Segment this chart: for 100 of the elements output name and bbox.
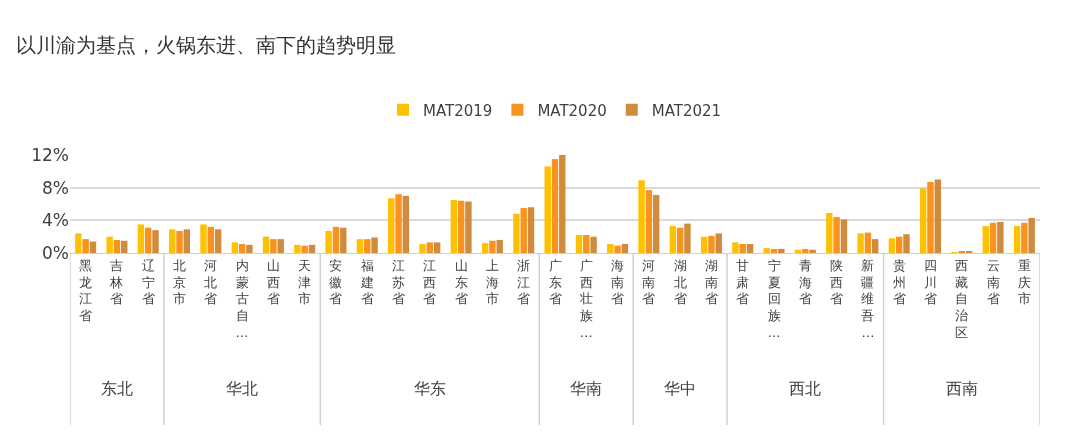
x-tick-label: 山西省 <box>266 257 280 307</box>
x-tick-label: 黑龙江省 <box>79 257 93 324</box>
bar <box>802 248 809 253</box>
bar <box>207 226 215 253</box>
bar <box>997 221 1004 253</box>
bar <box>575 235 583 253</box>
bar <box>864 232 872 253</box>
bar <box>763 248 770 253</box>
x-tick-label: 江苏省 <box>392 257 406 307</box>
bar <box>308 244 316 253</box>
bar <box>340 227 347 253</box>
x-tick-label: 海南省 <box>611 257 625 307</box>
bar <box>840 219 848 253</box>
x-tick-label: 云南省 <box>986 257 1000 307</box>
bar <box>75 233 82 253</box>
y-tick-label: 12% <box>31 144 69 165</box>
x-tick-label: 西藏自治区 <box>955 257 969 341</box>
bar <box>426 242 434 253</box>
bar <box>457 200 465 253</box>
bar <box>778 248 785 253</box>
y-tick-label: 8% <box>42 177 69 198</box>
bar <box>332 226 340 253</box>
bar <box>739 244 746 253</box>
bar <box>388 198 395 253</box>
x-tick-label: 河北省 <box>204 257 218 307</box>
y-tick-label: 0% <box>42 242 69 263</box>
x-tick-label: 四川省 <box>923 257 937 307</box>
bar <box>231 242 239 253</box>
bar <box>489 240 496 253</box>
bar <box>903 234 910 253</box>
x-tick-label: 陕西省 <box>830 257 844 307</box>
bar <box>238 244 246 253</box>
bar <box>676 227 684 253</box>
bar <box>746 244 754 253</box>
bar <box>590 236 597 253</box>
x-tick-label: 浙江省 <box>517 257 531 307</box>
x-tick-label: 新疆维吾… <box>861 257 875 341</box>
x-tick-label: 重庆市 <box>1017 257 1031 307</box>
x-tick-label: 山东省 <box>454 257 468 307</box>
bar <box>1013 226 1021 253</box>
bar <box>169 229 176 253</box>
bar <box>82 239 89 253</box>
x-tick-label: 宁夏回族… <box>767 257 781 341</box>
bar <box>708 235 715 253</box>
text: 华南 <box>570 379 602 398</box>
text: 华东 <box>414 379 446 398</box>
bar <box>395 194 402 253</box>
bar <box>113 239 121 253</box>
text: 西南 <box>946 379 978 398</box>
bar <box>301 245 308 253</box>
bar <box>645 190 653 253</box>
x-tick-label: 广东省 <box>548 257 562 307</box>
x-tick-label: 吉林省 <box>109 257 124 307</box>
bar <box>1028 217 1035 253</box>
text: 华中 <box>664 379 696 398</box>
chart-title: 以川渝为基点，火锅东进、南下的趋势明显 <box>16 33 397 57</box>
bar <box>183 229 191 253</box>
bar <box>770 248 778 253</box>
bar <box>402 195 410 253</box>
bar <box>684 223 691 253</box>
bar <box>927 181 934 253</box>
x-tick-label: 广西壮族… <box>578 257 593 341</box>
bar <box>145 227 152 253</box>
bar <box>669 226 677 253</box>
bar <box>356 239 364 253</box>
x-tick-label: 安徽省 <box>329 257 343 307</box>
x-tick-label: 辽宁省 <box>141 257 155 307</box>
bar <box>152 230 159 253</box>
bar <box>700 236 708 253</box>
bar <box>614 245 621 253</box>
bar <box>465 201 472 253</box>
bar <box>809 249 816 253</box>
bar <box>715 233 722 253</box>
bar <box>371 237 378 253</box>
bar <box>871 239 879 253</box>
bar <box>559 155 566 253</box>
bar <box>621 244 629 253</box>
x-tick-label: 江西省 <box>423 257 437 307</box>
x-tick-label: 湖北省 <box>673 257 687 307</box>
bar <box>833 217 840 253</box>
bar <box>419 244 426 253</box>
legend-label: MAT2021 <box>651 101 722 120</box>
bar <box>325 230 332 253</box>
bar <box>106 236 113 253</box>
bar <box>520 208 527 253</box>
bar <box>982 226 989 253</box>
bar <box>496 239 503 253</box>
bar <box>513 213 520 253</box>
x-tick-label: 天津市 <box>298 257 312 307</box>
bar <box>246 244 253 253</box>
bar <box>544 166 551 253</box>
bar <box>121 240 128 253</box>
bar <box>89 241 97 253</box>
bar <box>652 195 660 253</box>
bar <box>176 230 183 253</box>
bar <box>826 212 833 253</box>
x-tick-label: 甘肃省 <box>736 257 750 307</box>
bar <box>262 236 270 253</box>
x-tick-label: 贵州省 <box>892 257 906 307</box>
bar <box>895 236 903 253</box>
